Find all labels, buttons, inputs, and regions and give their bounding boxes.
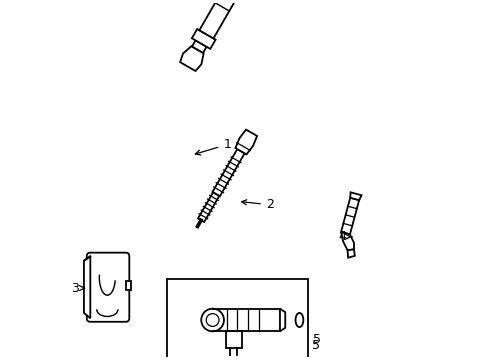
Polygon shape [198, 192, 219, 222]
FancyBboxPatch shape [86, 253, 129, 322]
Polygon shape [84, 256, 90, 318]
Circle shape [206, 314, 219, 327]
Polygon shape [212, 149, 244, 196]
Text: 4: 4 [338, 230, 351, 243]
Ellipse shape [295, 313, 303, 327]
Polygon shape [235, 130, 257, 154]
Text: 3: 3 [71, 282, 84, 294]
Polygon shape [279, 309, 285, 331]
Polygon shape [199, 0, 255, 39]
Polygon shape [180, 46, 203, 71]
Bar [166, 279, 307, 360]
Text: 2: 2 [241, 198, 273, 211]
Polygon shape [347, 249, 354, 258]
Text: 5: 5 [312, 333, 320, 346]
Polygon shape [192, 40, 206, 53]
Text: 5: 5 [308, 326, 319, 352]
Polygon shape [340, 198, 358, 234]
Polygon shape [191, 29, 215, 49]
Circle shape [201, 309, 224, 331]
Polygon shape [125, 281, 131, 290]
Polygon shape [349, 192, 361, 200]
Text: 1: 1 [195, 138, 231, 155]
Polygon shape [225, 331, 241, 348]
Polygon shape [340, 232, 353, 250]
